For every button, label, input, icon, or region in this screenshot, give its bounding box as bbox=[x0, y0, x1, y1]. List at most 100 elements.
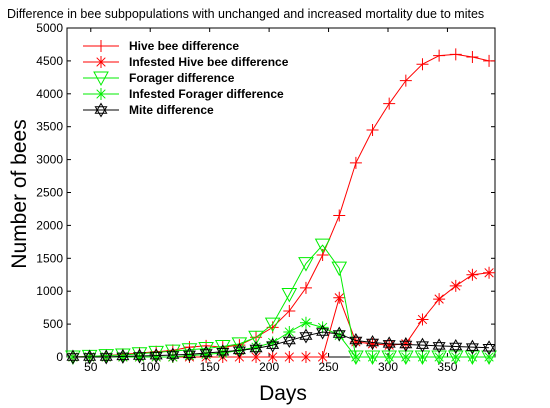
data-point bbox=[366, 351, 379, 363]
data-point bbox=[83, 349, 97, 365]
data-point bbox=[483, 54, 496, 67]
legend-label: Mite difference bbox=[129, 103, 214, 117]
data-point bbox=[283, 351, 296, 363]
data-point bbox=[150, 351, 163, 363]
data-point bbox=[198, 341, 214, 357]
axis-ticks: 50 100 150 200 250 300 35005001000150020002500… bbox=[36, 21, 495, 374]
data-point bbox=[349, 351, 362, 363]
legend-marker bbox=[94, 102, 108, 118]
data-point bbox=[449, 338, 463, 354]
data-point bbox=[331, 261, 348, 277]
legend-entry: Mite difference bbox=[83, 102, 214, 118]
data-point bbox=[266, 337, 280, 353]
legend-label: Forager difference bbox=[129, 71, 235, 85]
data-point bbox=[266, 336, 279, 349]
data-point bbox=[281, 287, 298, 303]
data-point bbox=[283, 304, 296, 317]
data-point bbox=[282, 333, 296, 349]
data-point bbox=[299, 328, 313, 344]
data-point bbox=[250, 351, 263, 363]
y-tick-label: 5000 bbox=[36, 21, 63, 35]
data-point bbox=[399, 336, 413, 352]
data-point bbox=[116, 351, 129, 363]
data-point bbox=[416, 313, 429, 326]
x-tick-label: 150 bbox=[200, 360, 220, 374]
data-point bbox=[383, 351, 396, 363]
series-4 bbox=[66, 324, 496, 365]
data-point bbox=[433, 293, 446, 306]
legend-marker bbox=[95, 40, 107, 52]
data-point bbox=[316, 324, 330, 340]
data-point bbox=[466, 351, 479, 363]
data-point bbox=[249, 340, 263, 356]
data-point bbox=[116, 348, 130, 364]
data-point bbox=[149, 348, 163, 364]
data-point bbox=[332, 326, 346, 342]
data-point bbox=[216, 347, 229, 360]
x-tick-label: 350 bbox=[437, 360, 457, 374]
legend-entry: Infested Hive bee difference bbox=[83, 55, 289, 69]
data-point bbox=[199, 345, 213, 361]
y-tick-label: 4000 bbox=[36, 87, 63, 101]
data-point bbox=[66, 351, 79, 363]
data-point bbox=[333, 291, 346, 304]
data-point bbox=[299, 351, 312, 363]
data-point bbox=[166, 347, 180, 363]
data-point bbox=[200, 348, 213, 361]
y-axis-label: Number of bees bbox=[8, 119, 31, 268]
data-point bbox=[366, 335, 380, 351]
data-point bbox=[466, 268, 479, 281]
y-tick-label: 2000 bbox=[36, 218, 63, 232]
data-point bbox=[399, 351, 412, 363]
data-point bbox=[232, 342, 246, 358]
data-point bbox=[415, 337, 429, 353]
data-point bbox=[316, 321, 329, 334]
legend-label: Infested Hive bee difference bbox=[129, 55, 289, 69]
data-point bbox=[131, 347, 148, 362]
y-tick-label: 3500 bbox=[36, 120, 63, 134]
chart-title: Difference in bee subpopulations with un… bbox=[7, 7, 484, 21]
data-point bbox=[399, 337, 412, 350]
data-point bbox=[182, 346, 196, 362]
data-point bbox=[299, 281, 312, 294]
data-point bbox=[166, 351, 179, 363]
x-tick-label: 300 bbox=[378, 360, 398, 374]
legend-entry: Infested Forager difference bbox=[83, 87, 284, 101]
data-point bbox=[183, 349, 196, 362]
data-point bbox=[181, 343, 198, 358]
data-point bbox=[465, 339, 479, 355]
data-point bbox=[314, 238, 331, 254]
data-point bbox=[482, 340, 496, 356]
y-tick-label: 0 bbox=[56, 350, 63, 364]
x-tick-label: 100 bbox=[140, 360, 160, 374]
data-point bbox=[449, 351, 462, 363]
data-point bbox=[383, 97, 396, 110]
data-point bbox=[266, 351, 279, 363]
data-point bbox=[333, 209, 346, 222]
data-point bbox=[66, 349, 80, 365]
data-point bbox=[449, 48, 462, 61]
legend-entry: Hive bee difference bbox=[83, 39, 239, 53]
data-point bbox=[349, 333, 363, 349]
data-point bbox=[250, 341, 263, 354]
data-point bbox=[349, 335, 362, 348]
y-tick-label: 2500 bbox=[36, 186, 63, 200]
legend: Hive bee difference Infested Hive bee dif… bbox=[83, 39, 289, 118]
y-tick-label: 1000 bbox=[36, 284, 63, 298]
data-point bbox=[483, 266, 496, 279]
y-tick-label: 500 bbox=[43, 317, 63, 331]
data-point bbox=[382, 336, 396, 352]
plot-area-frame bbox=[66, 27, 496, 358]
data-point bbox=[316, 351, 329, 363]
data-point bbox=[283, 325, 296, 338]
series-group bbox=[65, 48, 497, 366]
data-point bbox=[316, 249, 329, 262]
data-point bbox=[214, 339, 231, 355]
legend-marker bbox=[95, 88, 107, 100]
data-point bbox=[433, 49, 446, 62]
data-point bbox=[216, 344, 230, 360]
data-point bbox=[483, 351, 496, 363]
data-point bbox=[333, 329, 346, 342]
data-point bbox=[366, 123, 379, 136]
